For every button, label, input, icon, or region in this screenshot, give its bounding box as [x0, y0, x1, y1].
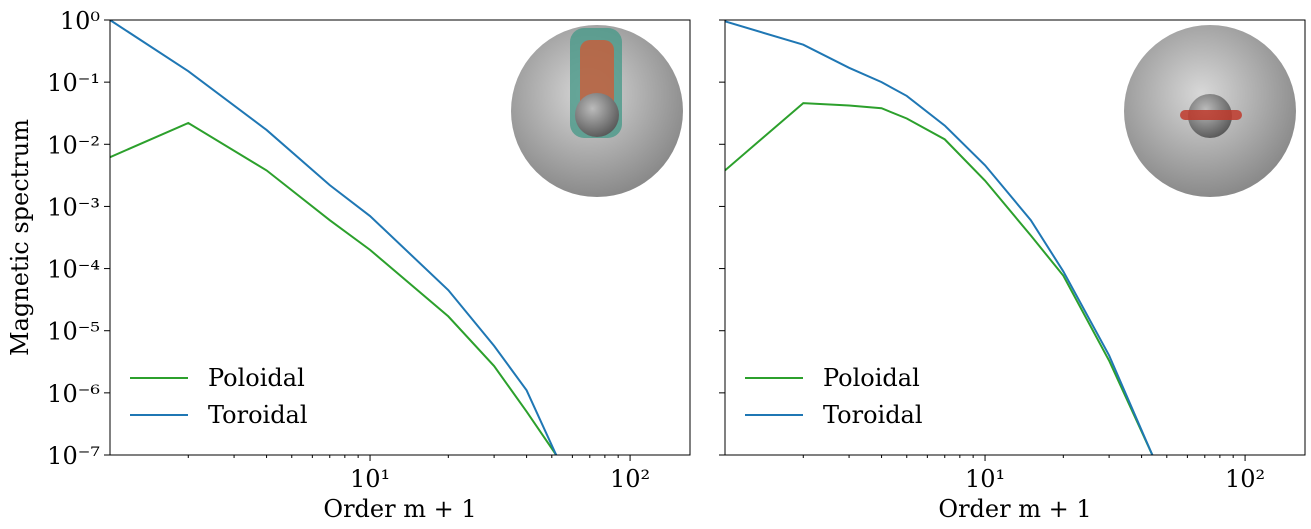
- series-line: [725, 102, 1154, 455]
- plot-frame: [724, 19, 1306, 456]
- x-tick-label: 10¹: [350, 465, 390, 493]
- series-line: [110, 20, 558, 455]
- legend-label: Toroidal: [208, 401, 308, 429]
- series-line: [725, 20, 1154, 455]
- y-tick-label: 10⁻⁴: [47, 256, 100, 284]
- legend-label: Toroidal: [823, 401, 923, 429]
- x-axis-label: Order m + 1: [323, 495, 476, 523]
- y-tick-label: 10⁻⁷: [47, 442, 100, 470]
- x-tick-label: 10¹: [965, 465, 1005, 493]
- x-tick-label: 10²: [610, 465, 650, 493]
- y-tick-label: 10⁻⁶: [47, 380, 100, 408]
- series-line: [110, 121, 558, 455]
- plot: [725, 20, 1154, 455]
- legend-label: Poloidal: [208, 364, 305, 392]
- y-tick-label: 10⁻¹: [47, 69, 100, 97]
- inset-right: [1124, 25, 1296, 197]
- plot: [110, 20, 558, 455]
- y-tick-label: 10⁻⁵: [47, 318, 100, 346]
- y-tick-label: 10⁻²: [47, 131, 100, 159]
- legend-label: Poloidal: [823, 364, 920, 392]
- y-tick-label: 10⁰: [60, 7, 100, 35]
- x-tick-label: 10²: [1225, 465, 1265, 493]
- x-axis-label: Order m + 1: [938, 495, 1091, 523]
- plot-frame: [109, 19, 691, 456]
- y-tick-label: 10⁻³: [47, 193, 100, 221]
- inset-left: [511, 25, 683, 197]
- y-axis-label: Magnetic spectrum: [6, 119, 34, 356]
